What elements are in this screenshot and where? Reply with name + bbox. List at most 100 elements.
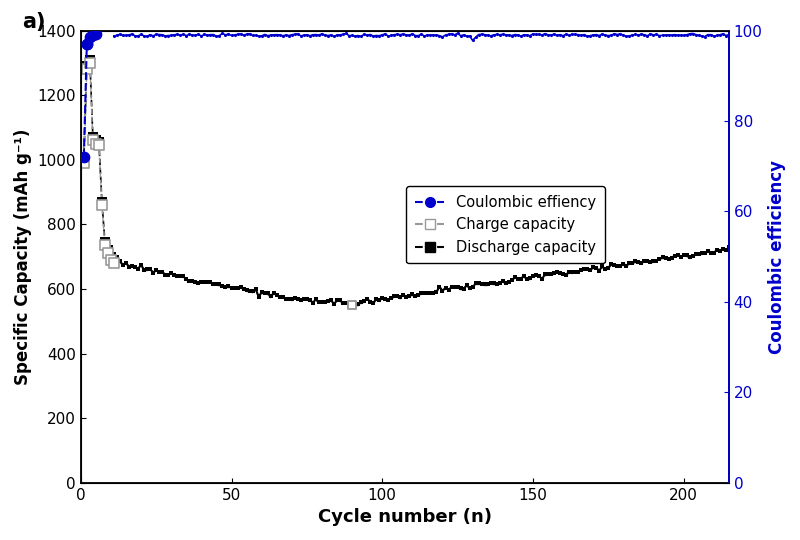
Point — [451, 283, 464, 292]
Point — [276, 31, 289, 40]
Point — [162, 31, 174, 40]
Point — [499, 279, 512, 287]
Point — [325, 295, 338, 304]
Point — [330, 31, 343, 39]
Point — [346, 301, 358, 309]
Point — [714, 31, 726, 39]
Point — [234, 30, 247, 38]
Point — [102, 246, 114, 254]
Point — [243, 287, 256, 296]
Point — [237, 285, 250, 293]
Point — [192, 279, 205, 287]
Point — [358, 30, 370, 39]
Point — [93, 141, 106, 150]
Point — [337, 30, 350, 39]
Point — [680, 251, 693, 260]
Point — [454, 31, 467, 40]
Point — [86, 133, 99, 141]
Point — [626, 31, 638, 39]
Point — [400, 293, 413, 301]
Point — [210, 32, 223, 40]
Point — [204, 30, 217, 39]
Point — [81, 40, 94, 49]
Point — [484, 31, 497, 40]
Point — [650, 30, 663, 39]
Point — [574, 31, 587, 39]
Point — [306, 298, 319, 307]
Point — [129, 31, 142, 40]
Point — [472, 30, 485, 39]
Point — [262, 31, 274, 40]
Point — [690, 250, 702, 259]
Point — [614, 30, 626, 38]
Point — [475, 280, 488, 289]
Point — [572, 268, 585, 276]
Point — [219, 31, 232, 39]
Point — [86, 31, 99, 39]
Point — [129, 262, 142, 271]
Point — [644, 30, 657, 38]
Point — [81, 62, 94, 70]
Point — [433, 31, 446, 40]
Point — [342, 299, 355, 308]
Point — [207, 280, 220, 288]
Point — [122, 31, 135, 39]
Point — [318, 31, 331, 39]
Point — [466, 36, 479, 45]
Point — [204, 278, 217, 287]
Point — [514, 32, 527, 40]
Point — [107, 255, 120, 264]
Point — [574, 266, 587, 274]
Point — [107, 259, 120, 267]
Point — [298, 295, 310, 303]
Point — [502, 278, 515, 286]
Point — [605, 260, 618, 269]
Point — [550, 31, 563, 40]
Point — [545, 31, 558, 39]
Point — [545, 270, 558, 279]
Point — [638, 30, 651, 39]
Point — [463, 284, 476, 292]
Point — [442, 30, 455, 39]
Point — [366, 32, 379, 40]
Point — [695, 249, 708, 258]
Point — [255, 31, 268, 40]
Point — [289, 30, 302, 39]
Point — [586, 31, 599, 39]
Point — [313, 31, 326, 39]
Point — [189, 31, 202, 39]
Point — [418, 288, 431, 297]
Point — [653, 31, 666, 40]
Point — [364, 298, 377, 306]
Point — [282, 294, 295, 303]
Point — [318, 297, 331, 306]
Point — [201, 278, 214, 286]
Point — [566, 30, 578, 38]
Point — [445, 283, 458, 292]
Point — [279, 295, 292, 303]
Point — [620, 32, 633, 41]
Text: a): a) — [22, 12, 46, 32]
Point — [412, 31, 425, 40]
Point — [569, 267, 582, 276]
Point — [340, 29, 353, 38]
Point — [716, 245, 729, 253]
Point — [210, 280, 223, 288]
Point — [470, 33, 482, 42]
Point — [647, 257, 660, 266]
Point — [198, 278, 210, 286]
Point — [391, 30, 404, 39]
Point — [572, 30, 585, 39]
Point — [704, 30, 717, 39]
Point — [83, 55, 96, 64]
Point — [611, 30, 624, 39]
Point — [478, 30, 491, 39]
Point — [134, 30, 147, 39]
Point — [566, 268, 578, 276]
Point — [590, 263, 602, 272]
Point — [388, 292, 401, 300]
Point — [174, 31, 186, 39]
Point — [315, 298, 328, 307]
Point — [436, 32, 449, 41]
Point — [168, 271, 181, 279]
